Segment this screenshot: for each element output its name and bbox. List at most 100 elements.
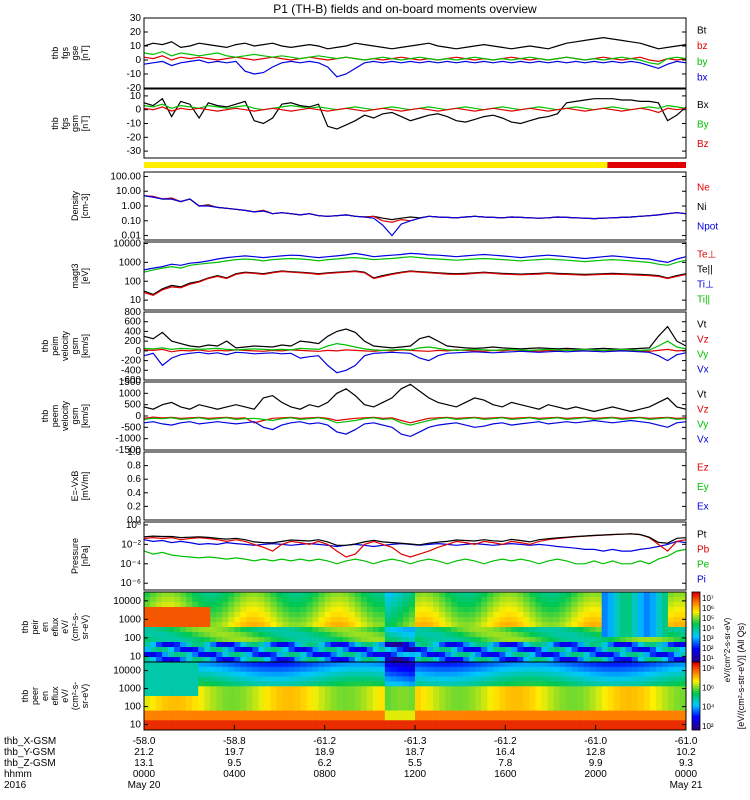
- spectrogram-cell: [354, 666, 362, 673]
- spectrogram-cell: [402, 637, 410, 643]
- series-line-Pt: [143, 533, 687, 546]
- colorbar-cell: [692, 689, 700, 692]
- spectrogram-cell: [469, 720, 476, 726]
- spectrogram-cell: [264, 622, 271, 628]
- colorbar-cell: [692, 597, 700, 600]
- spectrogram-cell: [493, 612, 500, 618]
- spectrogram-cell: [505, 632, 512, 638]
- spectrogram-cell: [637, 622, 645, 628]
- spectrogram-cell: [342, 592, 350, 598]
- spectrogram-cell: [511, 696, 518, 702]
- spectrogram-cell: [601, 710, 609, 716]
- spectrogram-cell: [679, 691, 687, 697]
- spectrogram-cell: [451, 652, 458, 658]
- spectrogram-cell: [463, 720, 470, 726]
- spectrogram-cell: [649, 696, 657, 702]
- colorbar-cell: [692, 621, 700, 624]
- spectrogram-cell: [372, 700, 380, 707]
- spectrogram-cell: [529, 686, 536, 692]
- spectrogram-cell: [180, 652, 187, 658]
- spectrogram-cell: [577, 597, 584, 603]
- spectrogram-cell: [541, 617, 548, 623]
- spectrogram-cell: [673, 642, 681, 648]
- spectrogram-cell: [547, 627, 554, 633]
- spectrogram-cell: [204, 662, 211, 668]
- series-line-Vx: [143, 350, 687, 374]
- spectrogram-cell: [222, 720, 229, 726]
- spectrogram-cell: [487, 647, 494, 653]
- spectrogram-cell: [192, 607, 199, 613]
- x-row-label: 2016: [4, 780, 27, 791]
- spectrogram-cell: [324, 632, 331, 638]
- x-tick-label: -61.2: [313, 736, 336, 747]
- spectrogram-cell: [625, 725, 633, 731]
- spectrogram-cell: [553, 700, 560, 707]
- spectrogram-cell: [174, 666, 181, 673]
- spectrogram-cell: [312, 705, 319, 711]
- spectrogram-cell: [294, 612, 301, 618]
- spectrogram-cell: [210, 696, 217, 702]
- spectrogram-cell: [258, 647, 265, 653]
- spectrogram-cell: [150, 647, 157, 653]
- x-row-label: thb_Z-GSM: [4, 758, 56, 769]
- panel-frame: [143, 17, 687, 89]
- spectrogram-cell: [294, 607, 301, 613]
- spectrogram-cell: [258, 705, 265, 711]
- legend-entry: Bx: [697, 100, 709, 111]
- spectrogram-cell: [667, 647, 675, 653]
- spectrogram-cell: [529, 725, 536, 731]
- spectrogram-cell: [415, 705, 422, 711]
- spectrogram-cell: [372, 617, 380, 623]
- spectrogram-cell: [258, 671, 265, 677]
- spectrogram-cell: [192, 696, 199, 702]
- spectrogram-cell: [667, 617, 675, 623]
- y-tick-label: 0: [135, 346, 141, 357]
- spectrogram-cell: [457, 642, 464, 648]
- y-tick-label: 10: [130, 295, 142, 306]
- spectrogram-cell: [354, 637, 362, 643]
- spectrogram-cell: [204, 592, 211, 598]
- spectrogram-cell: [457, 686, 464, 692]
- spectrogram-cell: [421, 612, 428, 618]
- spectrogram-cell: [637, 607, 645, 613]
- y-axis-label: velocity: [60, 330, 70, 361]
- spectrogram-cell: [637, 671, 645, 677]
- colorbar-cell: [692, 709, 700, 712]
- spectrogram-cell: [451, 647, 458, 653]
- spectrogram-cell: [529, 632, 536, 638]
- x-tick-label: 16.4: [496, 747, 516, 758]
- y-tick-label: -1500: [115, 445, 141, 456]
- spectrogram-cell: [246, 612, 253, 618]
- spectrogram-cell: [601, 622, 609, 628]
- spectrogram-cell: [589, 720, 596, 726]
- spectrogram-cell: [336, 617, 344, 623]
- spectrogram-cell: [667, 691, 675, 697]
- spectrogram-cell: [312, 725, 319, 731]
- spectrogram-cell: [637, 647, 645, 653]
- spectrogram-cell: [324, 691, 331, 697]
- spectrogram-cell: [372, 642, 380, 648]
- spectrogram-cell: [445, 691, 452, 697]
- colorbar-cell: [692, 662, 700, 664]
- spectrogram-cell: [511, 681, 518, 687]
- spectrogram-cell: [421, 700, 428, 707]
- spectrogram-cell: [511, 637, 518, 643]
- spectrogram-cell: [439, 612, 446, 618]
- spectrogram-cell: [493, 705, 500, 711]
- spectrogram-cell: [595, 632, 602, 638]
- spectrogram-cell: [222, 642, 229, 648]
- spectrogram-cell: [589, 622, 596, 628]
- spectrogram-cell: [517, 720, 524, 726]
- spectrogram-cell: [481, 637, 488, 643]
- spectrogram-cell: [192, 657, 199, 663]
- spectrogram-cell: [360, 710, 368, 716]
- spectrogram-cell: [637, 720, 645, 726]
- spectrogram-cell: [198, 662, 205, 668]
- spectrogram-cell: [282, 632, 289, 638]
- x-tick-label: -58.8: [223, 736, 246, 747]
- spectrogram-cell: [180, 681, 187, 687]
- spectrogram-cell: [421, 710, 428, 716]
- spectrogram-cell: [415, 700, 422, 707]
- spectrogram-cell: [571, 607, 578, 613]
- spectrogram-cell: [529, 647, 536, 653]
